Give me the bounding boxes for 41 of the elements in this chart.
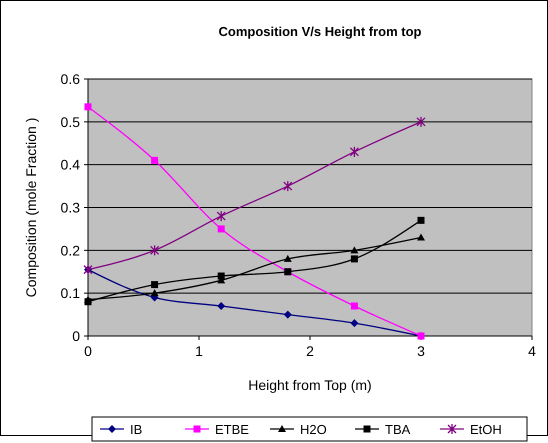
legend-label: H2O bbox=[300, 422, 327, 437]
chart-title: Composition V/s Height from top bbox=[218, 24, 422, 39]
point bbox=[84, 103, 92, 110]
point bbox=[350, 255, 358, 262]
y-tick-label: 0.2 bbox=[60, 242, 80, 258]
x-tick-label: 1 bbox=[195, 343, 204, 359]
y-tick-label: 0.1 bbox=[60, 285, 80, 302]
point bbox=[218, 225, 225, 232]
point bbox=[350, 246, 358, 254]
point bbox=[417, 233, 425, 240]
y-tick-label: 0.5 bbox=[60, 114, 80, 130]
legend-label: ETBE bbox=[215, 422, 250, 437]
y-axis-title: Composition (mole Fraction ) bbox=[23, 118, 39, 298]
y-tick-label: 0.3 bbox=[60, 200, 80, 216]
x-tick-label: 3 bbox=[417, 343, 426, 359]
point bbox=[217, 302, 226, 310]
y-tick-label: 0.4 bbox=[60, 156, 80, 173]
point bbox=[216, 210, 226, 222]
point bbox=[418, 216, 424, 224]
legend-label: EtOH bbox=[470, 422, 502, 437]
y-tick-label: 0 bbox=[72, 328, 80, 344]
x-tick-label: 0 bbox=[84, 343, 92, 359]
x-tick-label: 4 bbox=[528, 343, 536, 359]
point bbox=[284, 254, 292, 262]
legend-label: IB bbox=[130, 422, 142, 437]
y-tick-label: 0.6 bbox=[60, 71, 80, 87]
point bbox=[84, 298, 92, 306]
point bbox=[284, 310, 292, 319]
point bbox=[283, 180, 292, 192]
point bbox=[416, 116, 426, 128]
point bbox=[350, 302, 358, 310]
point bbox=[151, 281, 158, 288]
point bbox=[150, 289, 159, 296]
point bbox=[150, 244, 160, 256]
x-tick-label: 2 bbox=[306, 343, 314, 359]
x-axis-title: Height from Top (m) bbox=[248, 377, 372, 393]
point bbox=[151, 156, 158, 164]
point bbox=[350, 319, 358, 328]
legend-label: TBA bbox=[385, 422, 411, 437]
point bbox=[218, 272, 225, 280]
point bbox=[350, 146, 360, 158]
